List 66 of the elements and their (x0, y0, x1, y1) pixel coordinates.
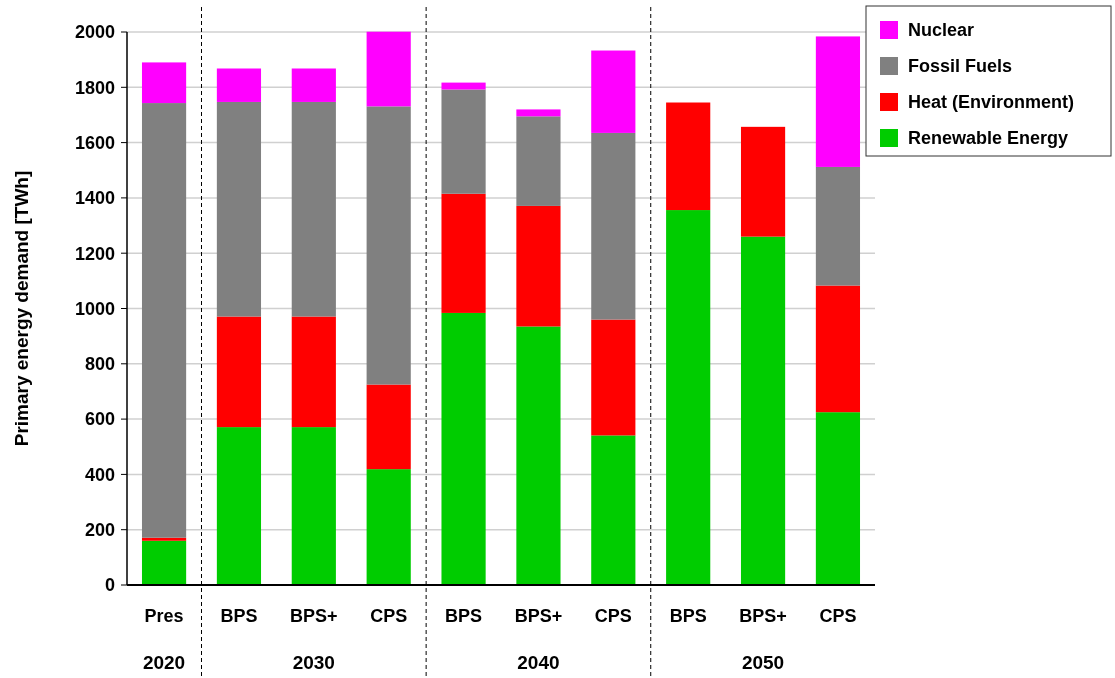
y-axis-title: Primary energy demand [TWh] (11, 170, 32, 447)
y-tick-label: 2000 (74, 22, 115, 43)
text: 2040 (517, 652, 560, 673)
bar (291, 68, 336, 102)
bar (815, 36, 861, 167)
y-tick-label: 400 (84, 464, 115, 485)
legend-label: Nuclear (908, 20, 975, 41)
y-tick-label: 1000 (74, 298, 115, 319)
bar (815, 412, 861, 585)
bar (516, 116, 561, 206)
text: 2050 (741, 652, 785, 673)
bar (141, 62, 187, 104)
bar (591, 319, 636, 436)
legend-label: Renewable Energy (908, 128, 1069, 149)
bar (441, 82, 486, 90)
bar (591, 435, 636, 585)
y-tick-label: 1600 (74, 132, 115, 153)
bar (216, 316, 262, 428)
bar (740, 236, 786, 585)
bar (141, 537, 187, 541)
bar (441, 193, 486, 313)
text: 2020 (142, 652, 186, 673)
x-tick-label: CPS (594, 606, 632, 626)
y-tick-label: 200 (84, 520, 115, 540)
bar (216, 427, 262, 585)
x-tick-label: BPS+ (514, 606, 563, 626)
legend-label: Heat (Environment) (908, 92, 1075, 113)
x-tick-label: CPS (819, 606, 857, 626)
bar (666, 102, 711, 211)
bar (366, 384, 411, 470)
bar (291, 101, 336, 317)
bar (291, 316, 336, 428)
bar (516, 109, 561, 117)
bar (516, 205, 561, 327)
bar (366, 106, 411, 385)
x-tick-label: BPS (669, 606, 707, 626)
bar (591, 50, 636, 133)
bar (366, 31, 411, 107)
bar (216, 68, 262, 102)
bar (141, 103, 187, 538)
bar (441, 89, 486, 194)
x-tick-label: BPS+ (739, 606, 787, 626)
x-tick-label: Pres (144, 606, 184, 626)
x-tick-label: BPS+ (290, 606, 338, 626)
bar (591, 132, 636, 320)
y-tick-label: 1200 (74, 243, 115, 264)
bar (740, 126, 786, 237)
y-tick-label: 800 (84, 354, 115, 375)
x-tick-label: CPS (370, 606, 408, 626)
bar (441, 312, 486, 585)
y-tick-label: 1400 (74, 188, 115, 209)
bar (666, 210, 711, 585)
bar (141, 540, 187, 585)
x-tick-label: BPS (445, 606, 483, 626)
y-tick-label: 0 (104, 575, 115, 596)
bar (366, 469, 411, 585)
bar (815, 166, 861, 286)
bar (815, 285, 861, 413)
bar (291, 427, 336, 585)
bar (516, 326, 561, 585)
y-tick-label: 1800 (74, 77, 115, 98)
text: 2030 (292, 652, 335, 673)
x-tick-label: BPS (220, 606, 258, 626)
legend-label: Fossil Fuels (908, 56, 1013, 77)
y-tick-label: 600 (84, 409, 115, 430)
bar (216, 101, 262, 317)
